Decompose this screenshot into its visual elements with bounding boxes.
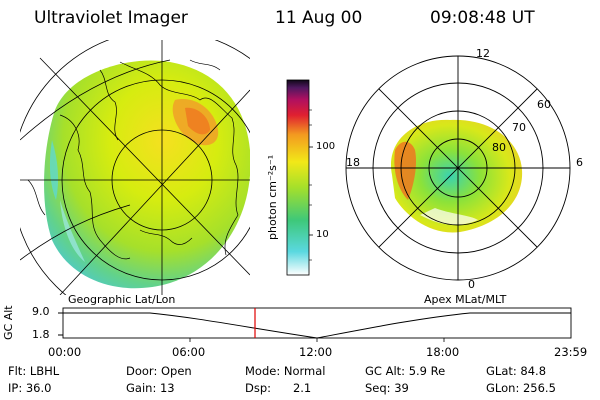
info-gc-alt: GC Alt: 5.9 Re	[365, 364, 446, 378]
image-date: 11 Aug 00	[275, 8, 363, 28]
colorbar	[286, 79, 313, 276]
time-tick-1800: 18:00	[426, 345, 460, 359]
altitude-plot	[58, 307, 572, 342]
altitude-tick-min: 1.8	[32, 328, 50, 341]
time-tick-0600: 06:00	[172, 345, 206, 359]
geo-caption: Geographic Lat/Lon	[68, 293, 176, 306]
auroral-oval	[390, 119, 523, 233]
colorbar-tick-10: 10	[316, 229, 329, 240]
polar-plot	[345, 55, 571, 281]
altitude-tick-max: 9.0	[32, 305, 50, 318]
info-gain: Gain: 13	[126, 381, 175, 395]
info-filter: Flt: LBHL	[8, 364, 60, 378]
info-dsp: Dsp: 2.1	[245, 381, 312, 395]
colorbar-scale	[286, 79, 310, 276]
mlat-label-60: 60	[537, 98, 551, 111]
info-glon: GLon: 256.5	[486, 381, 556, 395]
info-mode: Mode: Normal	[245, 364, 326, 378]
colorbar-tick-100: 100	[316, 141, 336, 152]
altitude-curve	[63, 312, 571, 339]
info-seq: Seq: 39	[365, 381, 409, 395]
geographic-map	[20, 40, 250, 295]
time-tick-2359: 23:59	[554, 345, 588, 359]
polar-caption: Apex MLat/MLT	[424, 293, 507, 306]
mlt-label-12: 12	[476, 47, 490, 60]
instrument-title: Ultraviolet Imager	[34, 8, 188, 28]
coastlines	[27, 59, 239, 260]
mlt-label-0: 0	[468, 278, 475, 291]
mlt-label-6: 6	[576, 156, 583, 169]
info-door: Door: Open	[126, 364, 192, 378]
mlt-label-18: 18	[346, 156, 360, 169]
info-glat: GLat: 84.8	[486, 364, 547, 378]
mlat-label-80: 80	[492, 141, 506, 154]
image-time: 09:08:48 UT	[430, 8, 535, 28]
altitude-axis-label: GC Alt	[2, 305, 15, 340]
mlat-label-70: 70	[512, 121, 526, 134]
info-ip: IP: 36.0	[8, 381, 52, 395]
polar-grid	[345, 55, 571, 281]
colorbar-unit-label: photon cm⁻²s⁻¹	[266, 154, 279, 240]
time-tick-1200: 12:00	[299, 345, 333, 359]
time-tick-0000: 00:00	[48, 345, 82, 359]
geo-grid	[20, 40, 250, 295]
